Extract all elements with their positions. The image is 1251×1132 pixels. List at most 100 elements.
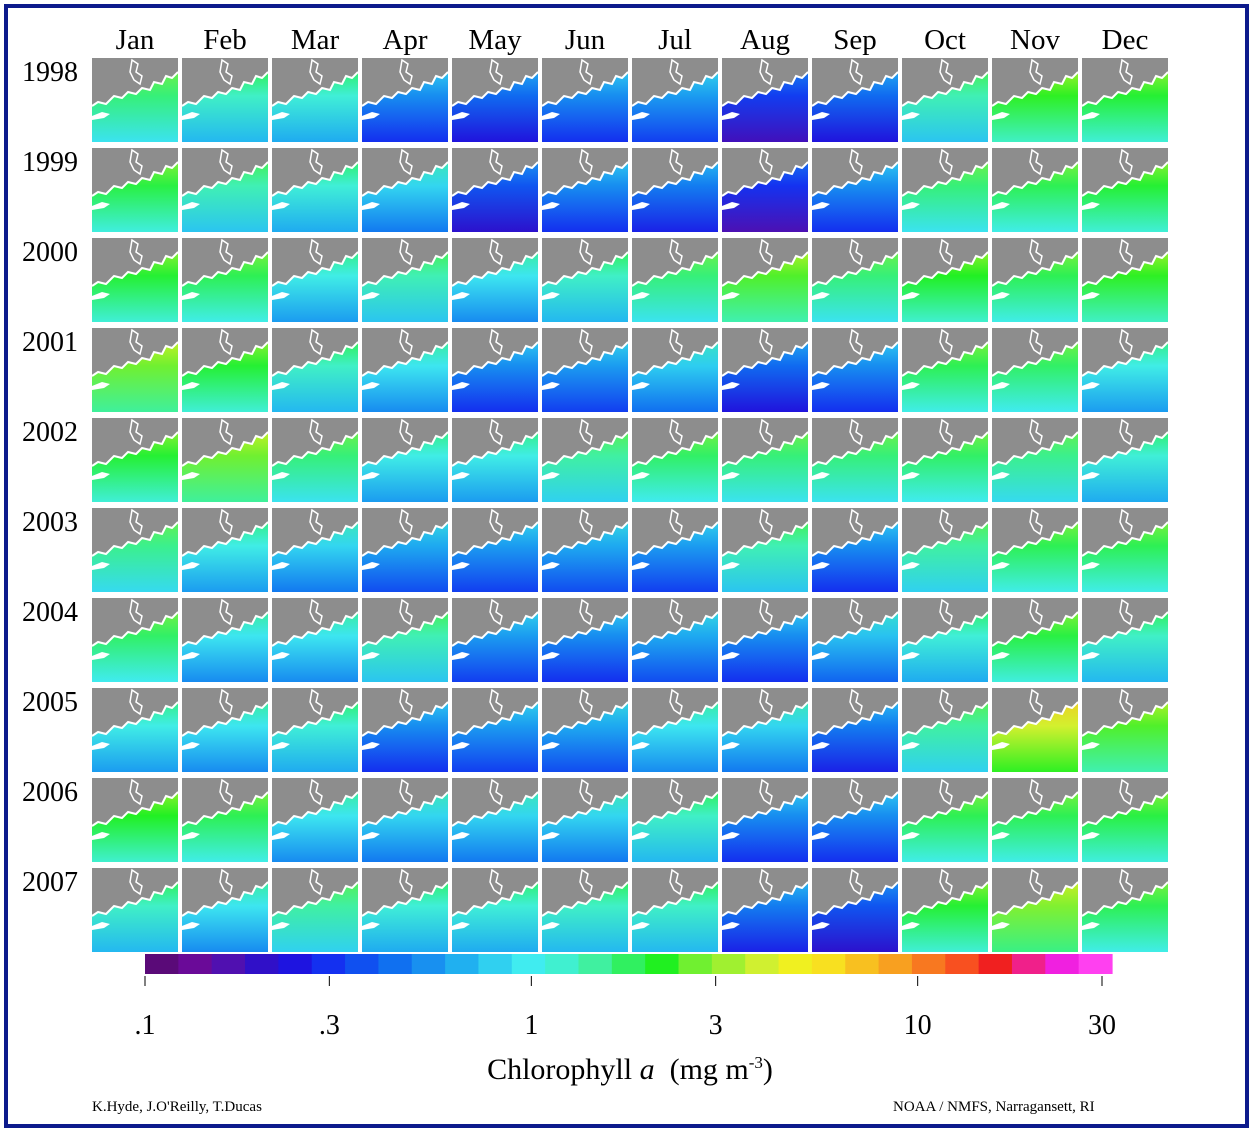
tile-coastline <box>182 881 268 917</box>
tile-coastline <box>902 431 988 467</box>
tile-2003-Jan <box>92 508 178 592</box>
tile-land <box>902 418 988 466</box>
tile-coastline <box>992 431 1078 467</box>
colorbar-segment <box>1011 954 1046 974</box>
tile-river-outline <box>1119 238 1133 266</box>
tile-river-outline <box>219 598 233 626</box>
tile-coastline <box>722 161 808 197</box>
tile-land <box>722 328 808 376</box>
tile-cape <box>92 652 110 660</box>
tile-coastline <box>632 161 718 197</box>
tile-land <box>1082 868 1168 916</box>
tile-cape <box>272 202 290 210</box>
colorbar-tick-label: .1 <box>134 1010 156 1041</box>
tile-land <box>992 868 1078 916</box>
colorbar-segment <box>611 954 646 974</box>
tile-land <box>902 508 988 556</box>
tile-coastline <box>812 611 898 647</box>
tile-2005-Feb <box>182 688 268 772</box>
tile-coastline <box>1082 161 1168 197</box>
tile-2007-Oct <box>902 868 988 952</box>
tile-coastline <box>812 161 898 197</box>
tile-1998-Jul <box>632 58 718 142</box>
tile-land <box>92 58 178 106</box>
tile-river-outline <box>849 508 863 536</box>
tile-cape <box>812 382 830 390</box>
tile-land <box>452 688 538 736</box>
tile-river-outline <box>579 58 593 86</box>
tile-river-outline <box>849 238 863 266</box>
tile-river-outline <box>1029 868 1043 896</box>
tile-coastline <box>812 251 898 287</box>
tile-land <box>902 328 988 376</box>
tile-coastline <box>812 881 898 917</box>
tile-coastline <box>362 881 448 917</box>
tile-coastline <box>992 881 1078 917</box>
tile-land <box>542 328 628 376</box>
tile-river-outline <box>1029 58 1043 86</box>
tile-coastline <box>632 341 718 377</box>
tile-land <box>812 328 898 376</box>
tile-land <box>992 418 1078 466</box>
tile-cape <box>632 562 650 570</box>
tile-coastline <box>1082 701 1168 737</box>
tile-cape <box>722 202 740 210</box>
month-label: Feb <box>203 24 247 56</box>
tile-cape <box>632 832 650 840</box>
tile-2002-Jan <box>92 418 178 502</box>
tile-coastline <box>722 701 808 737</box>
tile-coastline <box>812 341 898 377</box>
tile-cape <box>902 922 920 930</box>
tile-land <box>362 778 448 826</box>
tile-cape <box>722 742 740 750</box>
tile-2003-Nov <box>992 508 1078 592</box>
year-label: 1999 <box>22 147 78 178</box>
tile-land <box>632 148 718 196</box>
tile-cape <box>632 382 650 390</box>
month-label: Jan <box>115 24 155 56</box>
tile-cape <box>812 832 830 840</box>
tile-2000-Feb <box>182 238 268 322</box>
tile-cape <box>92 472 110 480</box>
tile-2000-Oct <box>902 238 988 322</box>
tile-river-outline <box>129 868 143 896</box>
tile-2003-Oct <box>902 508 988 592</box>
tile-2005-Mar <box>272 688 358 772</box>
tile-land <box>722 418 808 466</box>
tile-river-outline <box>579 688 593 716</box>
tile-land <box>1082 598 1168 646</box>
tile-coastline <box>992 71 1078 107</box>
tile-cape <box>992 292 1010 300</box>
colorbar-segment <box>945 954 980 974</box>
tile-2006-May <box>452 778 538 862</box>
tile-land <box>812 238 898 286</box>
tile-1998-Jun <box>542 58 628 142</box>
tile-land <box>452 508 538 556</box>
tile-cape <box>632 112 650 120</box>
tile-coastline <box>722 431 808 467</box>
tile-coastline <box>92 431 178 467</box>
tile-coastline <box>362 431 448 467</box>
tile-2004-Apr <box>362 598 448 682</box>
tile-river-outline <box>759 58 773 86</box>
tile-land <box>362 238 448 286</box>
colorbar-tick-label: 10 <box>903 1010 932 1041</box>
tile-2002-Apr <box>362 418 448 502</box>
tile-cape <box>272 742 290 750</box>
tile-river-outline <box>399 58 413 86</box>
tile-2006-Sep <box>812 778 898 862</box>
tile-2005-Sep <box>812 688 898 772</box>
tile-land <box>542 778 628 826</box>
tile-river-outline <box>939 688 953 716</box>
tile-coastline <box>182 71 268 107</box>
tile-land <box>992 328 1078 376</box>
tile-cape <box>542 112 560 120</box>
tile-river-outline <box>579 868 593 896</box>
tile-coastline <box>272 791 358 827</box>
tile-river-outline <box>849 778 863 806</box>
tile-cape <box>812 742 830 750</box>
tile-river-outline <box>399 418 413 446</box>
tile-2007-Mar <box>272 868 358 952</box>
colorbar-segment <box>845 954 880 974</box>
month-label: May <box>468 24 522 56</box>
